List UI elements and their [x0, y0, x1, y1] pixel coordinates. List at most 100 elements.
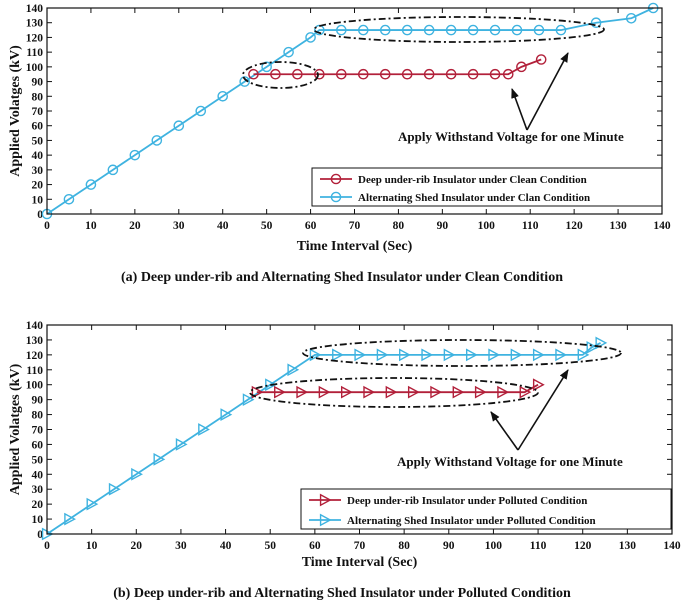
chart-b-data-point-red: [519, 385, 532, 399]
chart-a-axes-frame: [46, 7, 663, 215]
chart-a-dashed-ellipse: [242, 61, 319, 89]
chart-b-xtick-label: 20: [131, 540, 143, 552]
chart-a-xtick-label: 30: [173, 220, 185, 232]
chart-a-caption: (a) Deep under-rib and Alternating Shed …: [121, 270, 563, 285]
chart-b-data-point-blue: [443, 348, 456, 362]
chart-a-xtick-label: 50: [261, 220, 273, 232]
chart-a: 0 10 20 30 40 50 60 70 80 90 100 110 120 130 140 0 10 20 3…: [8, 2, 671, 285]
chart-a-xtick-label: 40: [217, 220, 229, 232]
chart-b-data-point-blue: [555, 348, 568, 362]
chart-b-ytick-label: 60: [32, 439, 44, 451]
chart-b-data-point-blue: [131, 467, 143, 481]
chart-b-xtick-label: 60: [309, 540, 321, 552]
chart-a-data-point-red: [379, 68, 391, 80]
chart-a-data-point-red: [401, 68, 413, 80]
chart-b-data-point-blue: [595, 336, 608, 350]
chart-b-data-point-blue: [586, 341, 599, 354]
chart-a-ytick-label: 120: [26, 32, 44, 44]
chart-b-annotation-text: Apply Withstand Voltage for one Minute: [397, 454, 623, 469]
chart-a-legend-swatch-marker: [330, 173, 342, 185]
chart-b-axes-frame: [46, 324, 673, 535]
chart-a-ytick-label: 80: [32, 91, 44, 103]
chart-a-ylabel: Applied Volatges (kV): [8, 45, 23, 177]
chart-b-data-point-blue: [220, 408, 233, 421]
chart-b-xtick-label: 140: [663, 540, 681, 552]
chart-b-data-point-blue: [332, 348, 344, 362]
chart-b-data-point-blue: [399, 348, 411, 362]
chart-a-data-point-red: [357, 68, 369, 80]
chart-b-ytick-label: 40: [32, 469, 44, 481]
chart-b-data-point-blue: [532, 348, 545, 362]
chart-a-data-point-blue: [173, 120, 185, 132]
chart-a-ytick-label: 10: [32, 194, 44, 206]
chart-a-data-point-blue: [85, 179, 97, 190]
chart-a-data-point-blue: [533, 24, 545, 36]
chart-a-legend-swatch-marker: [330, 191, 342, 203]
chart-a-ytick-label: 30: [32, 165, 44, 177]
chart-a-xtick-label: 130: [609, 220, 627, 232]
chart-a-dashed-ellipse: [313, 16, 605, 43]
chart-b-legend-swatch-marker: [319, 493, 332, 507]
chart-a-data-point-blue: [555, 24, 567, 36]
chart-b-xlabel: Time Interval (Sec): [302, 555, 418, 570]
chart-b-dashed-ellipse: [302, 339, 622, 367]
chart-b-data-point-blue: [577, 348, 590, 362]
chart-a-data-point-red: [467, 68, 479, 80]
chart-a-legend: Deep under-rib Insulator under Clean Con…: [311, 167, 663, 207]
chart-a-data-point-red: [535, 54, 547, 65]
chart-b-data-point-blue: [64, 512, 76, 526]
chart-b-legend-box: [300, 488, 672, 530]
chart-a-xtick-label: 140: [653, 220, 671, 232]
chart-b-annotation-arrow: [490, 411, 519, 451]
chart-b-data-point-red: [474, 385, 487, 399]
chart-a-data-point-red: [489, 68, 501, 80]
chart-b-annotation: Apply Withstand Voltage for one Minute: [397, 369, 623, 469]
chart-a-data-point-blue: [511, 24, 523, 36]
chart-a-data-point-red: [314, 68, 325, 80]
chart-a-data-point-blue: [239, 76, 250, 87]
chart-a-ytick-label: 20: [32, 180, 44, 192]
chart-a-xtick-label: 10: [85, 220, 97, 232]
chart-a-xtick-label: 100: [478, 220, 496, 232]
chart-a-legend-entry: Alternating Shed Insulator under Clan Co…: [358, 192, 590, 204]
chart-a-ytick-label: 100: [26, 62, 44, 74]
chart-a-data-point-blue: [261, 61, 272, 73]
chart-b-data-point-blue: [198, 423, 210, 436]
chart-a-annotation-arrow: [511, 88, 528, 131]
chart-a-ytick-label: 40: [32, 150, 44, 162]
chart-a-data-point-blue: [217, 90, 229, 102]
chart-b-data-point-red: [363, 385, 376, 399]
chart-b-legend-entry: Deep under-rib Insulator under Polluted …: [347, 495, 587, 507]
chart-a-data-point-red: [516, 61, 527, 73]
chart-b-caption: (b) Deep under-rib and Alternating Shed …: [113, 586, 571, 601]
chart-a-data-point-blue: [467, 24, 479, 36]
chart-a-series: [41, 2, 659, 220]
chart-b-data-point-blue: [354, 348, 367, 362]
chart-a-data-point-blue: [625, 12, 637, 24]
chart-a-ytick-label: 60: [32, 121, 44, 133]
chart-b-ytick-label: 70: [32, 425, 44, 437]
chart-b-xtick-label: 130: [619, 540, 637, 552]
chart-b-legend-swatch-marker: [319, 513, 332, 527]
chart-b-data-point-red: [318, 385, 331, 399]
chart-a-annotation-arrow: [526, 52, 569, 131]
chart-b-xtick-label: 30: [175, 540, 187, 552]
chart-a-series-line-blue: [46, 7, 654, 215]
chart-b-ytick-label: 30: [32, 484, 44, 496]
chart-a-highlight-ellipses: [242, 16, 605, 89]
chart-a-ytick-label: 140: [26, 3, 44, 15]
chart-b-series-line-blue: [46, 342, 601, 535]
chart-b-data-point-blue: [108, 482, 121, 496]
chart-b-ylabel: Applied Volatges (kV): [8, 363, 23, 495]
chart-b-data-point-red: [532, 378, 545, 392]
chart-a-xtick-label: 80: [393, 220, 405, 232]
chart-b-data-point-red: [251, 385, 264, 399]
chart-a-ytick-label: 0: [37, 209, 43, 221]
chart-a-data-point-red: [292, 68, 303, 80]
chart-b-data-point-red: [296, 385, 309, 399]
chart-a-data-point-blue: [283, 46, 294, 58]
chart-b-data-point-red: [407, 385, 420, 399]
chart-a-ticks: 0 10 20 30 40 50 60 70 80 90 100 110 120 130 140 0 10 20 3…: [26, 3, 671, 232]
chart-b-data-point-blue: [86, 497, 99, 511]
chart-a-data-point-blue: [423, 24, 435, 36]
